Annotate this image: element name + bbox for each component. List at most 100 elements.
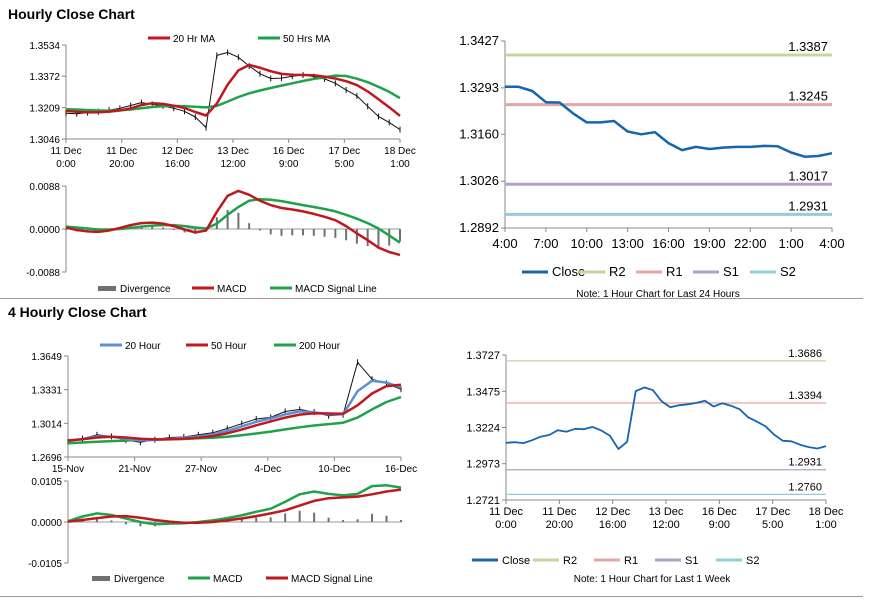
weekly-levels-x-tick-label: 1:00: [815, 519, 836, 531]
four-hourly-signal-line: [67, 488, 402, 525]
four-hourly-price-x-tick-label: 21-Nov: [118, 464, 150, 475]
four-hourly-divergence-bar: [284, 513, 287, 522]
hourly-macd-legend-macd-label: MACD: [217, 284, 246, 295]
four-hourly-divergence-bar: [342, 520, 345, 522]
weekly-levels-x-tick-label: 16 Dec: [702, 506, 737, 518]
four-hourly-price-y-tick-label: 1.2696: [31, 453, 62, 464]
hourly-levels-x-tick-label: 13:00: [611, 236, 644, 251]
hourly-levels-x-tick-label: 22:00: [734, 236, 767, 251]
weekly-levels-y-tick-label: 1.3475: [466, 386, 500, 398]
four-hourly-200hr-line: [67, 395, 402, 445]
weekly-levels-close-line: [505, 386, 827, 450]
four-hourly-legend-20hr-label: 20 Hour: [125, 341, 161, 352]
hourly-levels-x-tick-label: 19:00: [693, 236, 726, 251]
four-hourly-macd-y-tick-label: 0.0105: [31, 477, 62, 488]
four-hourly-divergence-bar: [385, 515, 388, 522]
hourly-divergence-bar: [161, 227, 164, 229]
hourly-macd-legend-signal-label: MACD Signal Line: [295, 284, 377, 295]
hourly-levels-x-tick-label: 4:00: [492, 236, 517, 251]
hourly-divergence-bar: [399, 229, 401, 242]
four-hourly-price-x-tick-label: 27-Nov: [185, 464, 217, 475]
hourly-levels-legend-s2-label: S2: [780, 264, 796, 279]
hourly-divergence-bar: [388, 229, 391, 246]
four-hourly-macd-legend-macd-label: MACD: [213, 574, 242, 585]
hourly-20hr-ma-line: [65, 63, 401, 117]
four-hourly-divergence-bar: [356, 519, 359, 522]
hourly-levels-y-tick-label: 1.3293: [459, 80, 499, 95]
hourly-legend-20hr-label: 20 Hr MA: [173, 34, 216, 45]
hourly-levels-x-tick-label: 4:00: [819, 236, 844, 251]
weekly-levels-x-tick-label: 17 Dec: [755, 506, 790, 518]
hourly-price-x-tick-label: 20:00: [109, 159, 134, 170]
four-hourly-price-y-tick-label: 1.3331: [31, 386, 62, 397]
hourly-divergence-bar: [151, 226, 154, 229]
hourly-levels-note: Note: 1 Hour Chart for Last 24 Hours: [576, 289, 739, 300]
four-hourly-price-x-tick-label: 15-Nov: [52, 464, 84, 475]
hourly-signal-line: [65, 197, 401, 244]
weekly-levels-x-tick-label: 11 Dec: [489, 506, 524, 518]
weekly-levels-level-r2-label: 1.3686: [788, 348, 822, 360]
hourly-levels-x-tick-label: 10:00: [570, 236, 603, 251]
hourly-levels-legend-close-label: Close: [552, 264, 585, 279]
hourly-levels-x-tick-label: 7:00: [533, 236, 558, 251]
hourly-divergence-bar: [377, 229, 380, 249]
hourly-divergence-bar: [226, 209, 229, 229]
weekly-levels-level-s1-label: 1.2931: [788, 457, 822, 469]
four-hourly-divergence-bar: [298, 510, 301, 522]
hourly-price-x-tick-label: 12 Dec: [161, 146, 193, 157]
four-hourly-divergence-bar: [400, 520, 402, 522]
four-hourly-macd-y-tick-label: -0.0105: [28, 559, 62, 570]
hourly-divergence-bar: [258, 229, 261, 231]
four-hourly-section-title: 4 Hourly Close Chart: [8, 304, 147, 320]
hourly-close-line: [65, 52, 401, 131]
four-hourly-macd-y-tick-label: 0.0000: [31, 518, 62, 529]
weekly-levels-x-tick-label: 20:00: [546, 519, 574, 531]
hourly-divergence-bar: [302, 229, 305, 236]
four-hourly-divergence-bar: [240, 518, 243, 522]
bottom-divider: [0, 596, 863, 597]
four-hourly-divergence-bar: [327, 517, 330, 522]
hourly-divergence-bar: [237, 212, 240, 229]
hourly-levels-x-tick-label: 1:00: [778, 236, 803, 251]
hourly-levels-level-r1-label: 1.3245: [788, 89, 828, 104]
four-hourly-price-y-tick-label: 1.3014: [31, 419, 62, 430]
four-hourly-divergence-bar: [95, 517, 98, 522]
hourly-levels-close-line: [505, 85, 833, 158]
weekly-levels-y-tick-label: 1.3727: [466, 350, 500, 362]
hourly-macd-y-tick-label: -0.0088: [26, 268, 60, 279]
hourly-price-x-tick-label: 0:00: [56, 159, 76, 170]
hourly-divergence-bar: [345, 229, 348, 241]
hourly-macd-legend-divergence-swatch: [98, 286, 116, 291]
hourly-price-x-tick-label: 9:00: [279, 159, 299, 170]
weekly-levels-y-tick-label: 1.3224: [466, 423, 500, 435]
hourly-price-y-tick-label: 1.3046: [29, 135, 60, 146]
hourly-levels-y-tick-label: 1.3026: [459, 173, 499, 188]
hourly-levels-y-tick-label: 1.2892: [459, 220, 499, 235]
hourly-divergence-bar: [269, 229, 272, 235]
four-hourly-divergence-bar: [110, 520, 113, 522]
weekly-levels-x-tick-label: 13 Dec: [649, 506, 684, 518]
weekly-levels-legend-s1-label: S1: [685, 555, 698, 567]
four-hourly-macd-legend-signal-label: MACD Signal Line: [291, 574, 373, 585]
four-hourly-divergence-bar: [313, 512, 316, 522]
hourly-divergence-bar: [366, 229, 369, 247]
hourly-divergence-bar: [355, 229, 358, 244]
hourly-macd-y-tick-label: 0.0088: [29, 182, 60, 193]
hourly-divergence-bar: [323, 229, 326, 237]
four-hourly-price-x-tick-label: 16-Dec: [385, 464, 417, 475]
hourly-price-x-tick-label: 1:00: [390, 159, 410, 170]
weekly-levels-legend-close-label: Close: [502, 555, 530, 567]
hourly-divergence-bar: [65, 229, 67, 230]
hourly-section-title: Hourly Close Chart: [8, 6, 135, 22]
four-hourly-legend-50hr-label: 50 Hour: [211, 341, 247, 352]
four-hourly-price-x-tick-label: 10-Dec: [318, 464, 350, 475]
hourly-levels-legend-r2-label: R2: [609, 264, 626, 279]
hourly-price-x-tick-label: 18 Dec: [384, 146, 416, 157]
four-hourly-price-x-tick-label: 4-Dec: [254, 464, 281, 475]
weekly-levels-x-tick-label: 5:00: [762, 519, 783, 531]
weekly-levels-x-tick-label: 9:00: [709, 519, 730, 531]
hourly-price-x-tick-label: 11 Dec: [51, 146, 82, 157]
four-hourly-divergence-bar: [255, 517, 258, 522]
hourly-levels-level-s1-label: 1.3017: [788, 168, 828, 183]
weekly-levels-x-tick-label: 12:00: [652, 519, 680, 531]
